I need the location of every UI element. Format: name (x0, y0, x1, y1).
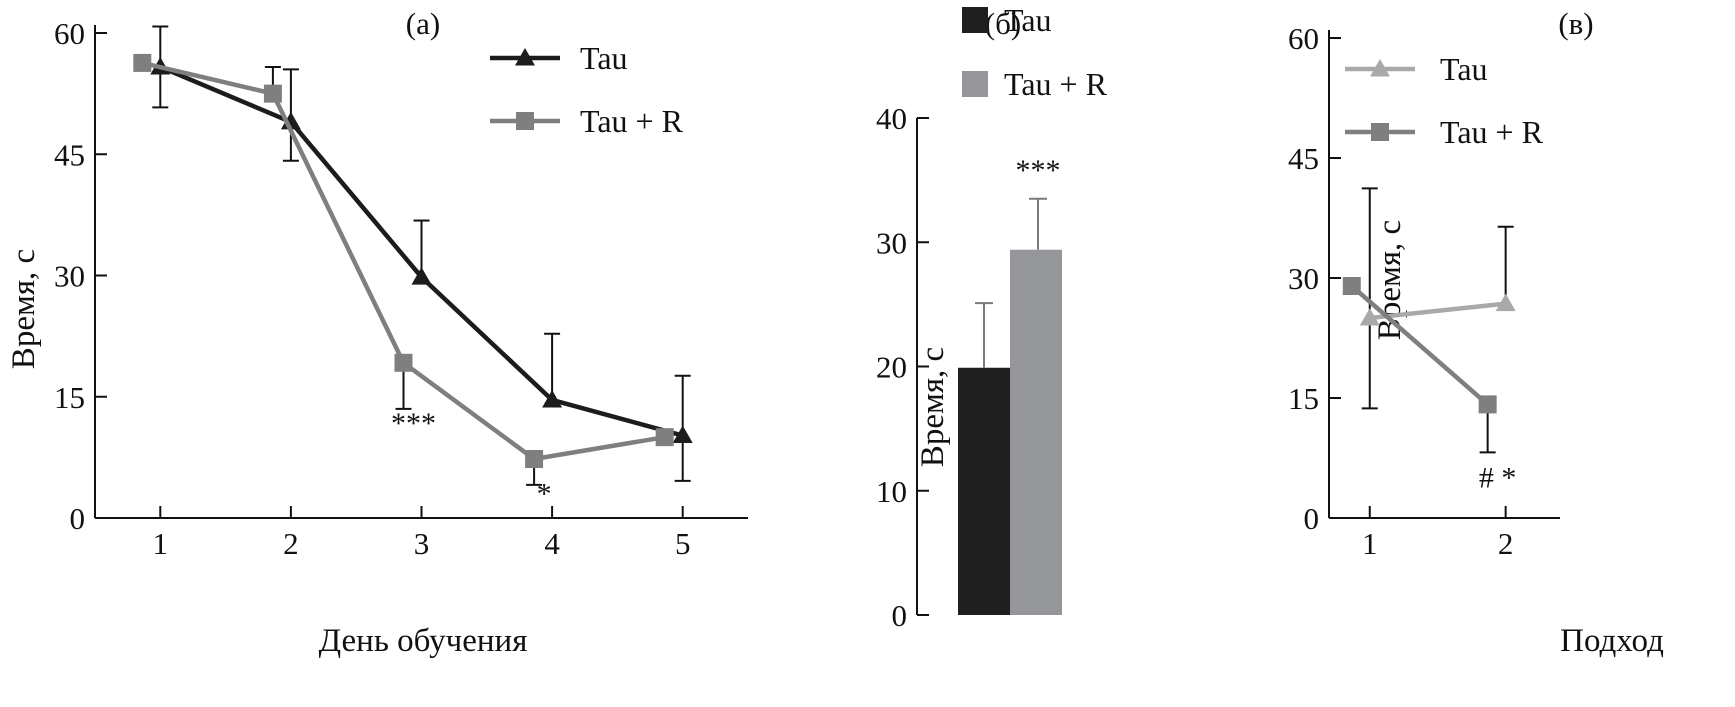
panel-c-x-axis-title: Подход (1560, 623, 1664, 659)
panel-a-data-point (672, 425, 693, 444)
panel-b-y-tick-label: 20 (876, 350, 907, 385)
panel-c-significance-label: # * (1479, 462, 1517, 495)
panel-b-y-tick-label: 10 (876, 474, 907, 509)
panel-a-y-tick-label: 0 (70, 501, 86, 536)
panel-b-legend-swatch (962, 7, 988, 33)
panel-b-axes: 0 10 20 30 40 (876, 101, 929, 633)
panel-b-label: (б) (985, 6, 1021, 41)
panel-c-label: (в) (1558, 6, 1593, 41)
panel-a-data-point (133, 53, 152, 72)
panel-a-x-tick-label: 3 (414, 526, 430, 561)
panel-a-label: (а) (406, 6, 440, 41)
panel-a-y-axis-title: Время, с (6, 249, 42, 369)
panel-a-data-point (655, 428, 674, 447)
panel-c-y-tick-label: 30 (1288, 261, 1319, 296)
panel-a-y-tick-label: 60 (54, 16, 85, 51)
panel-a-marks: **** (133, 25, 693, 510)
panel-b-significance-label: *** (1016, 154, 1061, 187)
panel-a-x-tick-label: 2 (283, 526, 299, 561)
panel-c-series-line (1350, 284, 1490, 407)
panel-c-axes: 0 15 30 45 60 1 2 (1288, 21, 1560, 561)
panel-c-legend-marker (1371, 123, 1389, 141)
panel-a-legend-label: Tau + R (580, 103, 684, 139)
panel-b-y-tick-label: 40 (876, 101, 907, 136)
panel-c-data-point (1478, 395, 1497, 414)
panel-a-data-point (394, 353, 413, 372)
panel-c-legend-marker (1370, 59, 1390, 77)
panel-b-bar-chart: (б) Время, с 0 10 20 30 40 *** Tau Tau + R (876, 2, 1108, 633)
panel-a-legend-label: Tau (580, 40, 628, 76)
panel-b-marks: *** (958, 154, 1062, 615)
panel-a-data-point (263, 84, 282, 103)
panel-a-legend: Tau Tau + R (490, 40, 684, 139)
panel-a-data-point (411, 267, 432, 285)
panel-b-bar (958, 367, 1010, 615)
panel-b-legend: Tau Tau + R (962, 2, 1108, 102)
panel-c-data-point (1359, 308, 1380, 326)
panel-b-y-tick-label: 0 (892, 598, 908, 633)
panel-c-data-point (1342, 277, 1361, 295)
panel-c-legend-label: Tau (1440, 51, 1488, 87)
panel-b-bar (1010, 249, 1062, 615)
panel-b-y-tick-label: 30 (876, 225, 907, 260)
panel-c-x-tick-label: 2 (1498, 526, 1514, 561)
panel-a-y-tick-label: 15 (54, 380, 85, 415)
panel-a-legend-marker (515, 48, 535, 66)
panel-a-y-tick-label: 45 (54, 137, 85, 172)
panel-b-legend-swatch (962, 71, 988, 97)
panel-c-legend-label: Tau + R (1440, 114, 1544, 150)
panel-c-y-tick-label: 45 (1288, 141, 1319, 176)
panel-b-y-axis-title: Время, с (915, 347, 951, 467)
panel-c-legend: Tau Tau + R (1345, 51, 1544, 150)
panel-a-y-tick-label: 30 (54, 259, 85, 294)
panel-c-y-tick-label: 0 (1304, 501, 1320, 536)
panel-c-marks: # * (1342, 187, 1517, 495)
panel-b-legend-label: Tau (1004, 2, 1052, 38)
panel-a-legend-marker (516, 112, 534, 130)
panel-a-significance-label: *** (391, 407, 436, 440)
panel-c-y-tick-label: 60 (1288, 21, 1319, 56)
panel-a-x-axis-title: День обучения (319, 623, 528, 659)
panel-a-data-point (525, 449, 544, 468)
panel-c-data-point (1495, 293, 1516, 312)
panel-c-series-line (1369, 301, 1506, 321)
panel-a-x-tick-label: 5 (675, 526, 691, 561)
panel-b-legend-label: Tau + R (1004, 66, 1108, 102)
panel-a-significance-label: * (537, 477, 552, 510)
panel-c-y-tick-label: 15 (1288, 381, 1319, 416)
panel-a-data-point (542, 389, 563, 408)
panel-a-x-tick-label: 4 (544, 526, 560, 561)
panel-a-x-tick-label: 1 (153, 526, 169, 561)
panel-c-x-tick-label: 1 (1362, 526, 1378, 561)
